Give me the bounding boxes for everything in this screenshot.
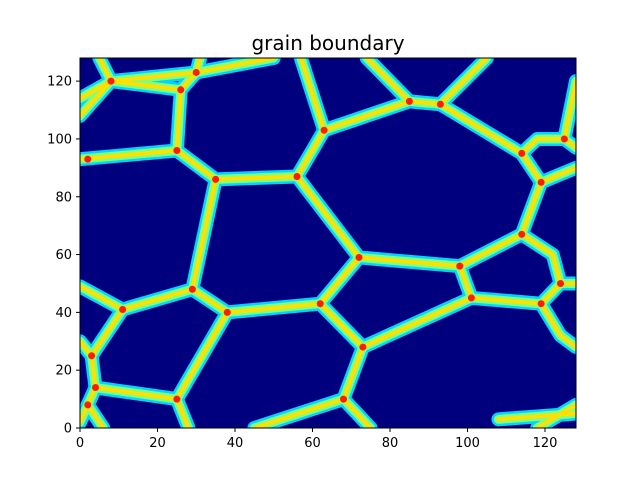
grain-boundary-16 [298, 58, 327, 133]
plot-area [80, 58, 576, 428]
y-tick-label: 120 [47, 75, 72, 90]
junction-point-j22 [223, 308, 231, 316]
y-tick-label: 100 [47, 132, 72, 147]
grain-boundary-26 [519, 232, 563, 286]
grain-boundary-11 [295, 128, 327, 179]
junction-point-j8 [173, 147, 181, 154]
grain-boundary-19 [539, 165, 576, 185]
y-tick-label: 80 [55, 190, 72, 205]
grain-boundary-12 [322, 99, 412, 133]
grain-boundary-10 [213, 174, 299, 182]
grain-boundary-13 [407, 99, 443, 107]
grain-boundary-51 [85, 402, 106, 428]
junction-point-j21 [119, 305, 127, 313]
grain-boundary-22 [519, 180, 544, 237]
grain-boundary-41 [252, 397, 346, 428]
y-tick-label: 60 [55, 248, 72, 263]
junction-point-j19 [557, 279, 564, 287]
junction-point-j29 [84, 401, 92, 409]
grain-boundary-20 [519, 136, 576, 156]
junction-point-j4 [320, 126, 328, 134]
junction-point-j16 [456, 262, 464, 270]
junction-point-j3 [177, 86, 185, 94]
grain-boundary-24 [357, 255, 462, 269]
junction-point-j26 [92, 384, 99, 392]
junction-point-j24 [359, 343, 367, 351]
junction-point-j27 [173, 395, 181, 403]
grain-boundary-31 [539, 301, 576, 350]
grain-boundary-1 [80, 58, 276, 101]
grain-boundary-23 [457, 232, 524, 269]
junction-point-j12 [518, 149, 526, 157]
grain-boundary-2 [97, 58, 113, 84]
junction-point-j9 [212, 175, 220, 183]
grain-boundary-40 [341, 345, 365, 402]
grain-boundary-15 [438, 58, 489, 107]
x-tick-label: 100 [455, 436, 480, 451]
grain-boundary-30 [539, 281, 563, 306]
grain-boundary-21 [562, 79, 576, 141]
junction-point-j28 [340, 395, 347, 403]
junction-point-j23 [316, 300, 324, 308]
grain-boundary-46 [89, 353, 98, 390]
y-axis: 0 20 40 60 80 100 120 [47, 75, 80, 437]
junction-point-j14 [537, 178, 545, 186]
x-axis: 0 20 40 60 80 100 120 [76, 428, 558, 451]
grain-boundary-6 [174, 87, 183, 153]
grain-boundary-28 [457, 264, 474, 300]
grain-boundary-4 [178, 70, 199, 92]
y-tick-label: 0 [64, 422, 72, 437]
junction-point-j7 [84, 155, 92, 163]
x-tick-label: 0 [76, 436, 84, 451]
grain-boundary-3 [109, 79, 183, 92]
grain-boundary-25 [295, 174, 361, 260]
grain-boundary-38 [318, 301, 365, 350]
grain-boundary-48 [174, 397, 191, 428]
grain-boundary-42 [341, 397, 373, 428]
grain-boundary-9 [174, 148, 218, 182]
junction-point-j17 [467, 294, 475, 302]
plot-frame [79, 57, 577, 429]
triple-junctions [84, 68, 568, 409]
grain-boundary-53 [496, 411, 576, 422]
chart-title: grain boundary [251, 31, 404, 55]
x-tick-label: 120 [533, 436, 558, 451]
grain-boundary-17 [438, 102, 524, 156]
grain-boundary-37 [318, 255, 361, 306]
junction-point-j6 [436, 100, 444, 108]
grain-boundary-33 [80, 284, 125, 312]
grain-boundary-34 [120, 287, 195, 312]
grain-boundaries [80, 58, 576, 428]
boundary-layer-inner [80, 58, 576, 428]
grain-boundary-18 [519, 151, 544, 185]
x-tick-label: 60 [304, 436, 321, 451]
y-tick-label: 20 [55, 364, 72, 379]
grain-boundary-8 [80, 148, 179, 162]
junction-point-j20 [188, 285, 196, 293]
junction-point-j25 [88, 352, 96, 360]
grain-boundary-43 [174, 310, 230, 402]
junction-point-j1 [107, 77, 115, 85]
grain-boundary-35 [190, 287, 230, 315]
junction-point-j11 [355, 253, 363, 261]
grain-boundary-7 [80, 79, 113, 118]
x-tick-label: 20 [149, 436, 166, 451]
x-tick-label: 40 [227, 436, 244, 451]
junction-point-j18 [537, 300, 545, 308]
x-tick-label: 80 [382, 436, 399, 451]
grain-boundary-39 [360, 295, 474, 350]
junction-point-j5 [405, 97, 413, 105]
grain-boundary-47 [93, 385, 179, 402]
grain-boundary-14 [364, 58, 412, 104]
grain-boundary-29 [469, 295, 544, 306]
junction-point-j15 [518, 230, 526, 238]
grain-boundary-44 [89, 307, 125, 358]
junction-point-j13 [560, 135, 568, 143]
grain-boundary-32 [190, 177, 218, 292]
y-tick-label: 40 [55, 306, 72, 321]
grain-boundary-36 [225, 301, 323, 315]
junction-point-j2 [192, 68, 200, 76]
junction-point-j10 [293, 173, 301, 181]
